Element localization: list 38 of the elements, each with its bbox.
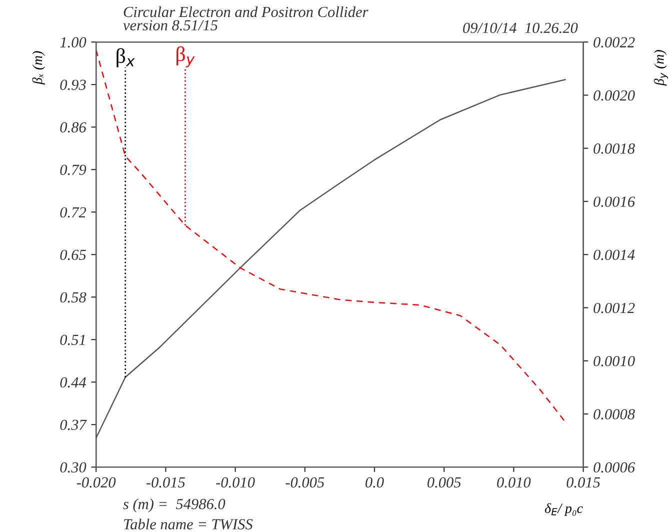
x-tick-label: 0.015 [566,477,600,488]
y-tick-label: 0.65 [60,250,86,260]
y2-tick-label: 0.0008 [594,409,635,420]
y-tick-label: 0.58 [60,292,86,303]
y2-tick-label: 0.0006 [594,462,635,473]
y-tick-label: 0.44 [60,377,86,388]
y2-tick-label: 0.0022 [594,37,635,48]
x-tick-label: -0.010 [216,477,255,488]
text: Table name = TWISS [124,518,253,530]
y-tick-label: 0.72 [60,207,86,218]
x-tick-label: 0.005 [428,477,461,488]
x-tick-label: -0.005 [286,477,324,488]
y-tick-label: 1.00 [60,37,86,48]
x-tick-label: 0.0 [366,477,384,488]
y2-tick-label: 0.0018 [594,143,635,154]
y2-tick-label: 0.0010 [594,356,635,366]
text: s (m) = 54986.0 [123,498,226,512]
x-axis-title: δ$_{E}$/ p₀c [544,503,583,516]
y2-axis-title: β$_{y}$ (m) [654,50,668,86]
y-tick-label: 0.93 [60,80,86,90]
chart-subtitle: version 8.51/15 [123,20,218,30]
y2-tick-label: 0.0014 [594,250,635,260]
text: 09/10/14 10.26.20 [463,22,578,34]
y-tick-label: 0.30 [60,462,86,473]
y-axis-title: βₓ (m) [32,51,45,85]
y2-tick-label: 0.0016 [594,196,635,207]
y-tick-label: 0.51 [60,334,85,346]
y-tick-label: 0.37 [60,420,87,430]
y2-tick-label: 0.0020 [594,90,635,101]
ref-line-label: β$_{y}$ [176,46,195,68]
y2-tick-label: 0.0012 [594,302,635,314]
x-tick-label: 0.010 [497,477,531,488]
y-tick-label: 0.86 [60,122,86,133]
y-tick-label: 0.79 [60,164,86,176]
chart-title: Circular Electron and Positron Collider [124,6,368,18]
x-tick-label: -0.020 [76,477,116,488]
x-tick-label: -0.015 [146,477,185,488]
ref-line-label: β$_{x}$ [116,48,135,68]
